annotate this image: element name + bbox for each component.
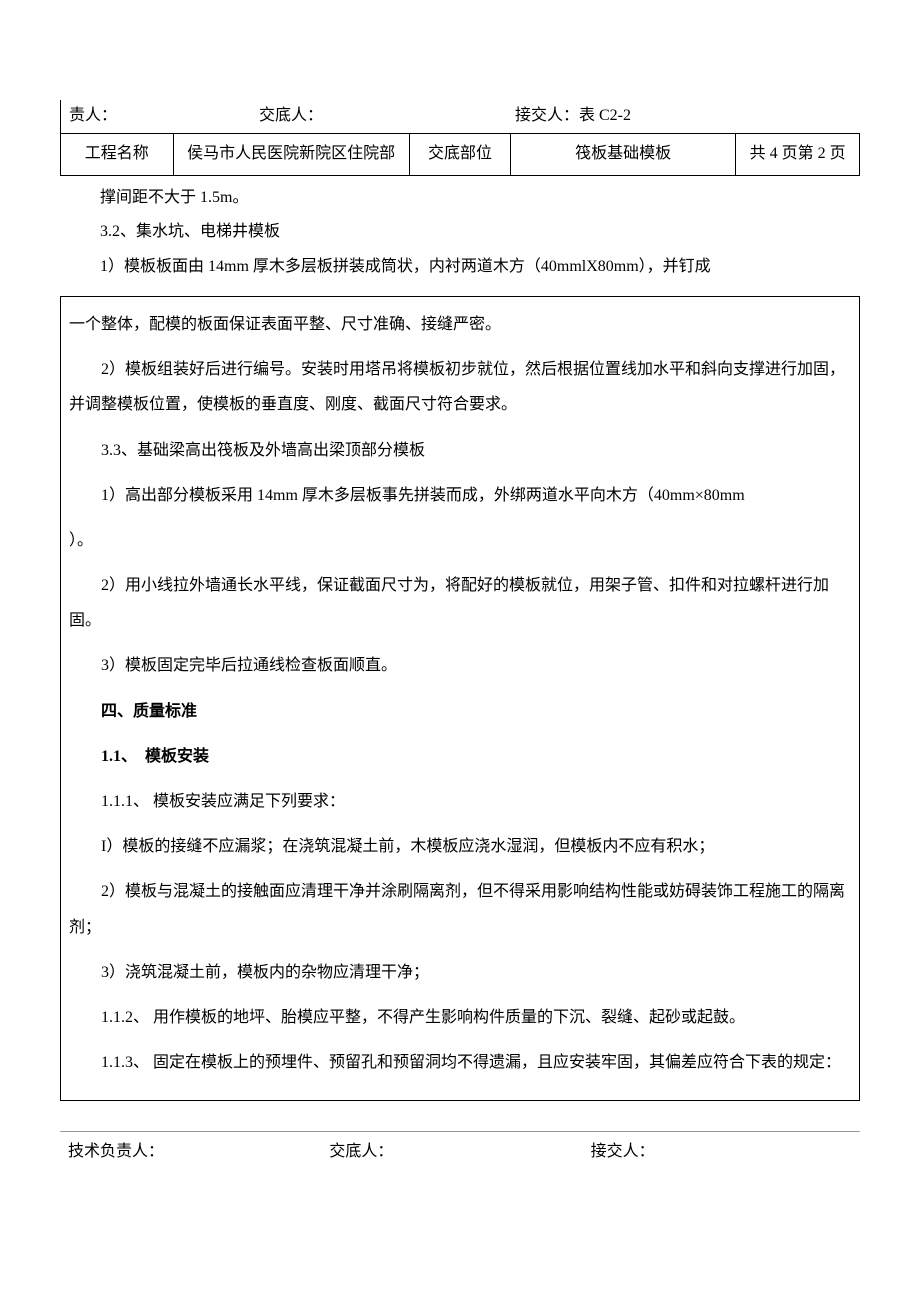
part-label: 交底部位 — [409, 133, 510, 175]
project-label: 工程名称 — [61, 133, 174, 175]
body-p4b: ）。 — [69, 523, 851, 558]
responsible-label: 责人： — [61, 100, 171, 133]
footer-divider — [60, 1131, 860, 1138]
pre-content: 撑间距不大于 1.5m。 3.2、集水坑、电梯井模板 1）模板板面由 14mm … — [60, 184, 860, 296]
body-p7: 四、质量标准 — [69, 694, 851, 729]
top-signature-row: 责人： 交底人： 接交人：表 C2-2 — [60, 100, 860, 133]
pre-p2: 3.2、集水坑、电梯井模板 — [68, 218, 852, 247]
body-p11: 2）模板与混凝土的接触面应清理干净并涂刷隔离剂，但不得采用影响结构性能或妨碍装饰… — [69, 874, 851, 944]
body-p8: 1.1、 模板安装 — [69, 739, 851, 774]
disclose-label: 交底人： — [171, 100, 411, 133]
body-p12: 3）浇筑混凝土前，模板内的杂物应清理干净； — [69, 955, 851, 990]
pre-p1: 撑间距不大于 1.5m。 — [68, 184, 852, 213]
part-name: 筏板基础模板 — [511, 133, 736, 175]
project-name: 侯马市人民医院新院区住院部 — [173, 133, 409, 175]
body-p14: 1.1.3、 固定在模板上的预埋件、预留孔和预留洞均不得遗漏，且应安装牢固，其偏… — [69, 1045, 851, 1080]
footer-tech: 技术负责人： — [68, 1138, 329, 1167]
body-p4a: 1）高出部分模板采用 14mm 厚木多层板事先拼装而成，外绑两道水平向木方（40… — [69, 478, 851, 513]
info-table: 工程名称 侯马市人民医院新院区住院部 交底部位 筏板基础模板 共 4 页第 2 … — [60, 133, 860, 176]
page-info: 共 4 页第 2 页 — [736, 133, 860, 175]
footer-signature-row: 技术负责人： 交底人： 接交人： — [60, 1138, 860, 1167]
receive-label: 接交人：表 C2-2 — [411, 100, 671, 133]
body-p3: 3.3、基础梁高出筏板及外墙高出梁顶部分模板 — [69, 433, 851, 468]
body-p5: 2）用小线拉外墙通长水平线，保证截面尺寸为，将配好的模板就位，用架子管、扣件和对… — [69, 568, 851, 638]
body-p13: 1.1.2、 用作模板的地坪、胎模应平整，不得产生影响构件质量的下沉、裂缝、起砂… — [69, 1000, 851, 1035]
body-p2: 2）模板组装好后进行编号。安装时用塔吊将模板初步就位，然后根据位置线加水平和斜向… — [69, 352, 851, 422]
footer-disclose: 交底人： — [329, 1138, 590, 1167]
pre-p3: 1）模板板面由 14mm 厚木多层板拼装成筒状，内衬两道木方（40mmlX80m… — [68, 253, 852, 282]
footer-receive: 接交人： — [591, 1138, 852, 1167]
body-p6: 3）模板固定完毕后拉通线检查板面顺直。 — [69, 648, 851, 683]
body-p1: 一个整体，配模的板面保证表面平整、尺寸准确、接缝严密。 — [69, 307, 851, 342]
body-p10: I）模板的接缝不应漏浆；在浇筑混凝土前，木模板应浇水湿润，但模板内不应有积水； — [69, 829, 851, 864]
content-box: 一个整体，配模的板面保证表面平整、尺寸准确、接缝严密。 2）模板组装好后进行编号… — [60, 296, 860, 1101]
body-p9: 1.1.1、 模板安装应满足下列要求： — [69, 784, 851, 819]
